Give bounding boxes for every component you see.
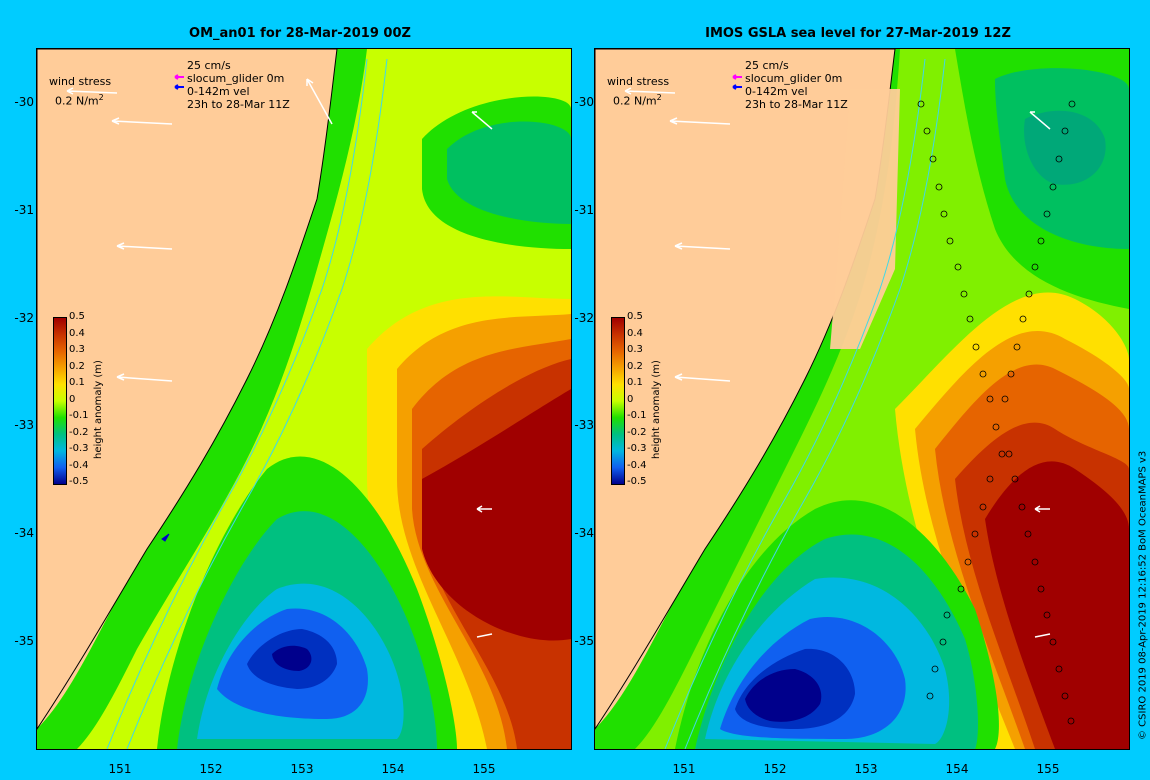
legend-arrows-icon — [174, 74, 184, 90]
lat-label: -33 — [574, 418, 594, 432]
colorbar-tick: -0.3 — [627, 443, 647, 454]
credit-text: © CSIRO 2019 08-Apr-2019 12:16:52 BoM Oc… — [1137, 450, 1148, 740]
lon-label: 155 — [1036, 762, 1060, 776]
map-left-model: wind stress 0.2 N/m2 25 cm/s slocum_glid… — [36, 48, 572, 750]
lat-label: -32 — [574, 311, 594, 325]
colorbar-tick: -0.4 — [69, 460, 89, 471]
colorbar-tick: 0.4 — [69, 328, 85, 339]
colorbar-tick: 0.3 — [69, 344, 85, 355]
lon-label: 152 — [199, 762, 223, 776]
sea-level-field-left — [37, 49, 571, 749]
lon-label: 151 — [108, 762, 132, 776]
lon-label: 151 — [672, 762, 696, 776]
wind-stress-scale: 0.2 N/m2 — [613, 93, 662, 108]
lon-label: 153 — [290, 762, 314, 776]
lon-label: 155 — [472, 762, 496, 776]
lat-label: -34 — [574, 526, 594, 540]
lat-label: -30 — [14, 95, 34, 109]
lat-label: -33 — [14, 418, 34, 432]
lon-label: 154 — [945, 762, 969, 776]
colorbar-title: height anomaly (m) — [651, 360, 662, 459]
vel-label: 0-142m vel — [187, 85, 250, 98]
colorbar — [53, 317, 67, 485]
colorbar — [611, 317, 625, 485]
colorbar-tick: -0.1 — [627, 410, 647, 421]
colorbar-tick: -0.5 — [627, 476, 647, 487]
colorbar-tick: 0.2 — [627, 361, 643, 372]
wind-stress-scale: 0.2 N/m2 — [55, 93, 104, 108]
velocity-scale-label: 25 cm/s — [745, 59, 789, 72]
colorbar-tick: 0.5 — [627, 311, 643, 322]
map-right-imos: wind stress 0.2 N/m2 25 cm/s slocum_glid… — [594, 48, 1130, 750]
time-label: 23h to 28-Mar 11Z — [745, 98, 848, 111]
colorbar-tick: 0.1 — [69, 377, 85, 388]
colorbar-tick: -0.5 — [69, 476, 89, 487]
sea-level-field-right — [595, 49, 1129, 749]
colorbar-tick: 0.4 — [627, 328, 643, 339]
lon-label: 152 — [763, 762, 787, 776]
lat-label: -35 — [574, 634, 594, 648]
colorbar-tick: 0.1 — [627, 377, 643, 388]
glider-label: slocum_glider 0m — [745, 72, 843, 85]
colorbar-title: height anomaly (m) — [93, 360, 104, 459]
lat-label: -31 — [14, 203, 34, 217]
panel-title-right: IMOS GSLA sea level for 27-Mar-2019 12Z — [705, 26, 1011, 41]
glider-label: slocum_glider 0m — [187, 72, 285, 85]
colorbar-tick: 0.3 — [627, 344, 643, 355]
colorbar-tick: -0.4 — [627, 460, 647, 471]
vel-label: 0-142m vel — [745, 85, 808, 98]
time-label: 23h to 28-Mar 11Z — [187, 98, 290, 111]
colorbar-tick: 0 — [627, 394, 634, 405]
lat-label: -34 — [14, 526, 34, 540]
lon-label: 153 — [854, 762, 878, 776]
wind-stress-label: wind stress — [49, 75, 112, 88]
colorbar-tick: -0.1 — [69, 410, 89, 421]
colorbar-tick: 0.5 — [69, 311, 85, 322]
lon-label: 154 — [381, 762, 405, 776]
wind-stress-label: wind stress — [607, 75, 670, 88]
colorbar-tick: -0.2 — [627, 427, 647, 438]
lat-label: -30 — [574, 95, 594, 109]
colorbar-tick: 0.2 — [69, 361, 85, 372]
colorbar-tick: -0.3 — [69, 443, 89, 454]
colorbar-tick: -0.2 — [69, 427, 89, 438]
legend-arrows-icon — [732, 74, 742, 90]
lat-label: -31 — [574, 203, 594, 217]
panel-title-left: OM_an01 for 28-Mar-2019 00Z — [189, 26, 411, 41]
lat-label: -35 — [14, 634, 34, 648]
velocity-scale-label: 25 cm/s — [187, 59, 231, 72]
lat-label: -32 — [14, 311, 34, 325]
colorbar-tick: 0 — [69, 394, 76, 405]
